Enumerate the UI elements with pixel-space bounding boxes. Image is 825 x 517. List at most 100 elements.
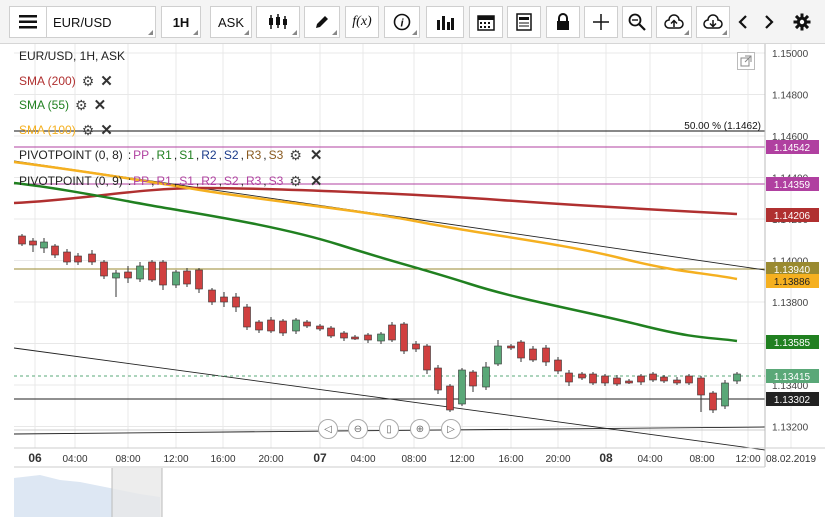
price-tick-label: 1.14800 — [772, 91, 809, 102]
bear-candle — [327, 327, 335, 337]
close-icon[interactable]: ✕ — [100, 122, 113, 139]
bear-candle — [51, 245, 59, 256]
crosshair-button[interactable] — [584, 6, 618, 38]
chart-type-button[interactable] — [256, 6, 300, 38]
chevron-right-icon — [765, 15, 774, 29]
time-tick-label: 04:00 — [62, 454, 87, 465]
price-tick-label: 1.13200 — [772, 423, 809, 434]
reset-zoom-button[interactable]: ▯ — [379, 419, 399, 439]
sma-100-line — [13, 160, 738, 281]
price-tag — [766, 177, 819, 191]
bull-candle — [458, 369, 466, 405]
time-tick-label: 16:00 — [498, 454, 523, 465]
time-tick-label: 04:00 — [350, 454, 375, 465]
price-tag-label: 1.13940 — [774, 265, 811, 276]
settings-button[interactable] — [788, 6, 816, 38]
draw-tool-button[interactable] — [304, 6, 340, 38]
bar-chart-icon — [437, 16, 454, 30]
zoom-out-button[interactable]: ⊖ — [348, 419, 368, 439]
close-icon[interactable]: ✕ — [100, 73, 113, 90]
bull-candle — [721, 382, 729, 407]
volume-button[interactable] — [426, 6, 464, 38]
menu-button[interactable] — [9, 6, 47, 38]
bear-candle — [446, 385, 454, 411]
info-button[interactable]: i — [384, 6, 420, 38]
price-tag — [766, 369, 819, 383]
close-icon[interactable]: ✕ — [93, 97, 107, 114]
bull-candle — [112, 272, 120, 279]
bull-candle — [377, 333, 385, 342]
price-tick-label: 1.13400 — [772, 381, 809, 392]
zoom-in-button[interactable]: ⊕ — [410, 419, 430, 439]
zoom-button[interactable] — [622, 6, 652, 38]
price-type-selector[interactable]: ASK — [210, 6, 252, 38]
scroll-right-button[interactable] — [756, 6, 782, 38]
price-tag-label: 1.13886 — [774, 277, 811, 288]
bear-candle — [195, 269, 203, 290]
bear-candle — [316, 325, 324, 330]
price-tag — [766, 335, 819, 349]
price-tag — [766, 392, 819, 406]
close-icon[interactable]: ✕ — [309, 173, 323, 190]
legend-sma-200: SMA (200) ⚙ ✕ — [19, 72, 113, 91]
download-button[interactable] — [696, 6, 730, 38]
calendar-icon — [477, 15, 495, 31]
gear-icon[interactable]: ⚙ — [289, 146, 302, 163]
candles — [18, 234, 741, 413]
bear-candle — [412, 343, 420, 350]
indicators-button[interactable]: f(x) — [345, 6, 379, 38]
bear-candle — [220, 296, 228, 303]
bear-candle — [279, 320, 287, 334]
legend-sma-55: SMA (55) ⚙ ✕ — [19, 96, 107, 115]
symbol-selector[interactable]: EUR/USD — [46, 6, 156, 38]
bear-candle — [243, 306, 251, 328]
bear-candle — [400, 323, 408, 352]
bear-candle — [148, 261, 156, 281]
bear-candle — [469, 371, 477, 387]
lock-button[interactable] — [546, 6, 580, 38]
price-tag-label: 1.13415 — [774, 372, 811, 383]
upload-button[interactable] — [656, 6, 692, 38]
bear-candle — [159, 261, 167, 286]
time-tick-label: 12:00 — [449, 454, 474, 465]
news-button[interactable] — [507, 6, 541, 38]
gear-icon[interactable]: ⚙ — [81, 72, 95, 89]
popout-button[interactable] — [737, 52, 755, 70]
toolbar: EUR/USD 1H ASK f(x) i — [0, 0, 825, 44]
price-tag-label: 1.14206 — [774, 211, 811, 222]
bear-candle — [88, 253, 96, 263]
bear-candle — [303, 321, 311, 327]
bear-candle — [625, 380, 633, 384]
gear-icon — [793, 13, 811, 31]
gear-icon[interactable]: ⚙ — [75, 96, 88, 113]
bear-candle — [601, 375, 609, 384]
trend-lower — [13, 347, 766, 451]
sma-55-label: SMA (55) — [19, 98, 70, 112]
reset-icon: ▯ — [386, 423, 392, 435]
price-tag-label: 1.14359 — [774, 180, 811, 191]
bear-candle — [388, 324, 396, 341]
bear-candle — [709, 392, 717, 411]
bear-candle — [542, 347, 550, 363]
scroll-left-button[interactable] — [730, 6, 756, 38]
pan-left-button[interactable]: ◁ — [318, 419, 338, 439]
arrow-right-icon: ▷ — [447, 423, 455, 435]
gear-icon[interactable]: ⚙ — [81, 121, 95, 138]
bear-candle — [232, 296, 240, 308]
bear-candle — [649, 373, 657, 381]
legend-pivot-8: PIVOTPOINT (0, 8): PP, R1, S1, R2, S2, R3, S3 … — [19, 146, 323, 165]
bear-candle — [423, 345, 431, 371]
time-tick-label: 08 — [599, 451, 613, 465]
bear-candle — [529, 348, 537, 361]
cloud-upload-icon — [664, 14, 684, 29]
pan-right-button[interactable]: ▷ — [441, 419, 461, 439]
time-tick-label: 08:00 — [115, 454, 140, 465]
bull-candle — [494, 345, 502, 365]
timeframe-selector[interactable]: 1H — [161, 6, 201, 38]
gear-icon[interactable]: ⚙ — [289, 172, 302, 189]
calendar-button[interactable] — [469, 6, 503, 38]
bull-candle — [172, 271, 180, 286]
zoom-out-icon: ⊖ — [353, 423, 363, 435]
close-icon[interactable]: ✕ — [309, 147, 323, 164]
